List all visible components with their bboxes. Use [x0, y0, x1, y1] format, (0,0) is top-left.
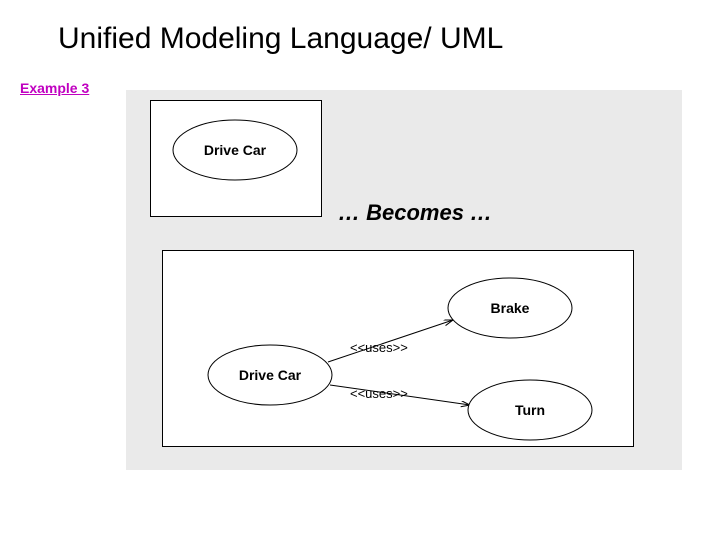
diagram-svg: Drive Car <<uses>> <<uses>> Brake Turn Drive … [0, 0, 720, 540]
usecase-drive-car-bottom: Drive Car [208, 345, 332, 405]
svg-text:Turn: Turn [515, 402, 545, 418]
edge-uses-turn: <<uses>> [330, 385, 470, 405]
svg-text:Drive Car: Drive Car [204, 142, 267, 158]
svg-text:Drive Car: Drive Car [239, 367, 302, 383]
usecase-drive-car-top: Drive Car [173, 120, 297, 180]
usecase-turn: Turn [468, 380, 592, 440]
svg-text:<<uses>>: <<uses>> [350, 386, 408, 401]
edge-uses-brake: <<uses>> [328, 320, 453, 362]
svg-text:<<uses>>: <<uses>> [350, 340, 408, 355]
usecase-brake: Brake [448, 278, 572, 338]
svg-text:Brake: Brake [491, 300, 530, 316]
